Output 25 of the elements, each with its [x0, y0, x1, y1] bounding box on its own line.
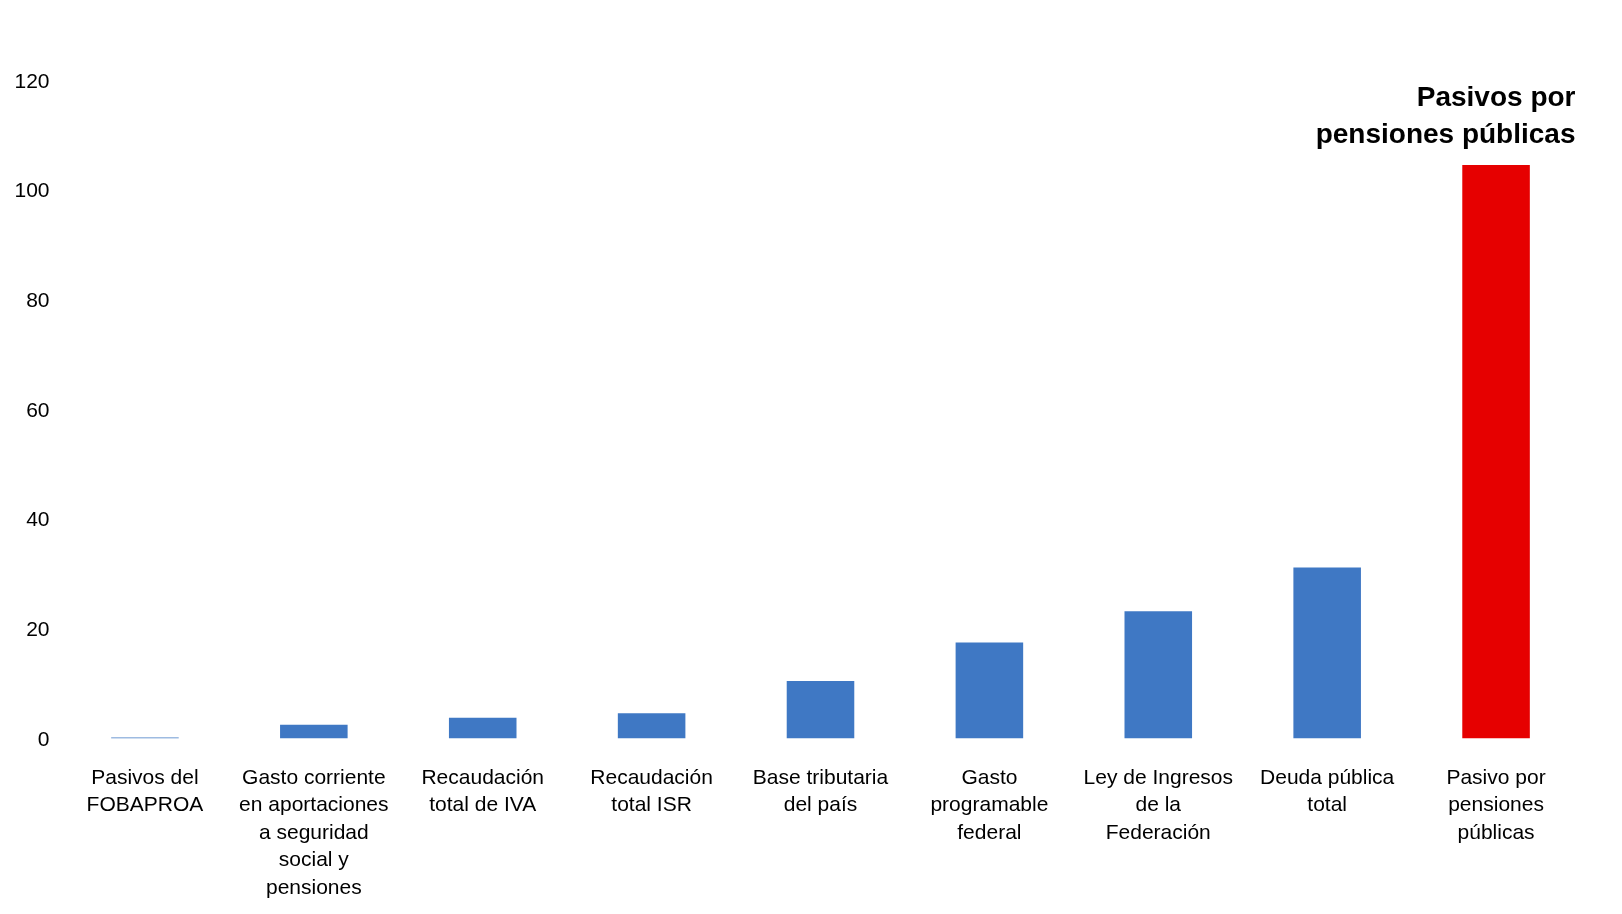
x-tick-label: Gasto corriente en aportaciones a seguridad social y pensiones [239, 764, 389, 898]
bar [448, 717, 517, 739]
x-tick-label: Recaudación total de IVA [421, 764, 545, 816]
bar [617, 713, 686, 739]
annotation: Pasivos por pensiones públicas [1315, 80, 1576, 149]
y-tick-label: 100 [14, 178, 50, 202]
bar [1293, 567, 1361, 739]
y-tick-label: 20 [26, 616, 50, 640]
x-tick-label: Gasto programable federal [930, 764, 1049, 843]
bar [786, 680, 855, 739]
y-tick-label: 0 [37, 726, 50, 750]
x-tick-label: Base tributaria del país [752, 764, 889, 816]
bar [1124, 611, 1193, 739]
x-tick-label: Deuda pública total [1260, 764, 1395, 816]
x-tick-label: Pasivos del FOBAPROA [86, 764, 204, 816]
x-tick-label: Ley de Ingresos de la Federación [1083, 764, 1233, 843]
bar [955, 642, 1024, 739]
y-tick-label: 60 [26, 397, 50, 421]
bar [1462, 164, 1530, 739]
y-tick-label: 80 [26, 287, 50, 311]
y-tick-label: 40 [26, 507, 50, 531]
x-tick-label: Pasivo por pensiones públicas [1446, 764, 1546, 843]
bar [280, 724, 348, 739]
y-tick-label: 120 [14, 68, 50, 92]
x-tick-label: Recaudación total ISR [590, 764, 713, 816]
